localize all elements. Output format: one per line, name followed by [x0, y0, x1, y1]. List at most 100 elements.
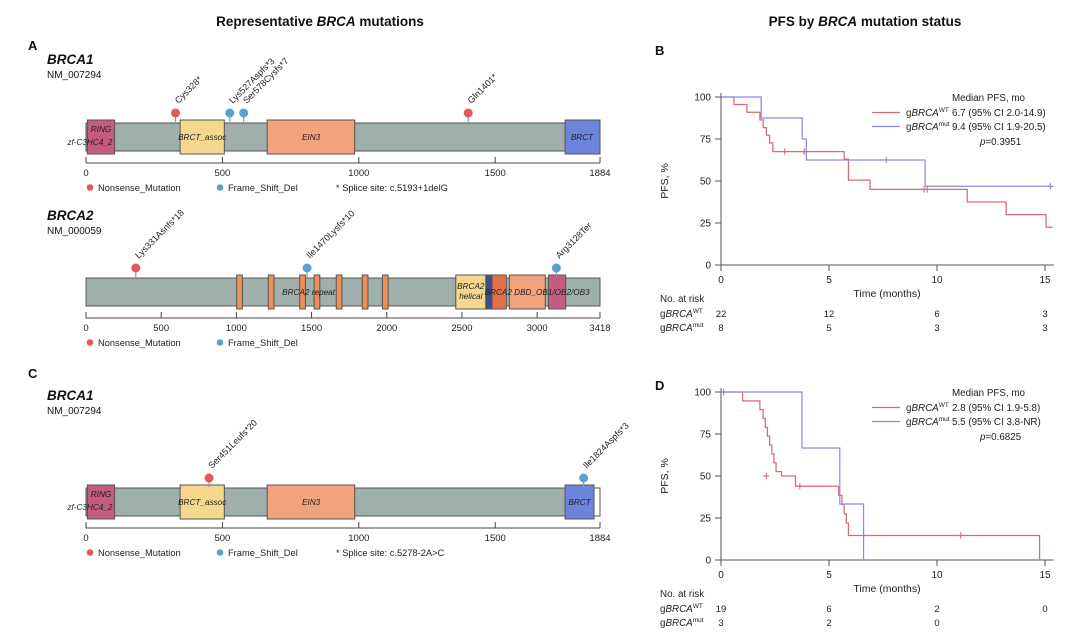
svg-text:2: 2 — [826, 618, 831, 629]
svg-text:* Splice site: c.5193+1delG: * Splice site: c.5193+1delG — [336, 183, 448, 193]
svg-text:gBRCAWT: gBRCAWT — [660, 603, 703, 615]
svg-text:1500: 1500 — [485, 168, 506, 179]
gene-header-brca1-panel-c: BRCA1 NM_007294 — [47, 388, 101, 417]
right-figure-title: PFS by BRCA mutation status — [640, 14, 1090, 29]
svg-text:22: 22 — [716, 309, 727, 320]
svg-text:2.8 (95% CI 1.9-5.8): 2.8 (95% CI 1.9-5.8) — [952, 403, 1040, 414]
svg-text:PFS, %: PFS, % — [659, 163, 671, 199]
svg-text:1000: 1000 — [226, 323, 247, 334]
km-plot-panel-b: 0 25 50 75 100 0 5 10 15 PFS, % Time (months) Media… — [659, 93, 1054, 334]
svg-text:50: 50 — [700, 472, 712, 483]
svg-text:Arg3128Ter: Arg3128Ter — [554, 220, 594, 260]
right-title-post: mutation status — [857, 14, 962, 29]
svg-text:1500: 1500 — [301, 323, 322, 334]
svg-text:5: 5 — [826, 570, 832, 581]
lollipop-plot-brca1-panel-a: RING zf-C3HC4_2 BRCT_assoc EIN3 BRCT 0 500 1000… — [66, 56, 610, 193]
svg-text:9.4 (95% CI 1.9-20.5): 9.4 (95% CI 1.9-20.5) — [952, 122, 1046, 133]
svg-text:gBRCAWT: gBRCAWT — [660, 308, 703, 320]
svg-text:0: 0 — [83, 533, 88, 544]
svg-text:No. at risk: No. at risk — [660, 294, 704, 305]
svg-text:15: 15 — [1039, 570, 1051, 581]
svg-text:5: 5 — [826, 323, 831, 334]
svg-text:PFS, %: PFS, % — [659, 458, 671, 494]
gene-name: BRCA1 — [47, 388, 94, 403]
svg-text:RING: RING — [91, 490, 112, 499]
svg-text:* Splice site: c.5278-2A>C: * Splice site: c.5278-2A>C — [336, 548, 445, 558]
svg-text:1884: 1884 — [589, 168, 610, 179]
svg-text:gBRCAWT: gBRCAWT — [906, 402, 949, 414]
svg-text:Nonsense_Mutation: Nonsense_Mutation — [98, 183, 181, 193]
panel-d-label: D — [655, 378, 665, 393]
panel-b-label: B — [655, 43, 665, 58]
left-title-pre: Representative — [216, 14, 317, 29]
svg-text:Nonsense_Mutation: Nonsense_Mutation — [98, 548, 181, 558]
svg-text:5.5 (95% CI 3.8-NR): 5.5 (95% CI 3.8-NR) — [952, 417, 1041, 428]
left-title-gene: BRCA — [316, 14, 356, 29]
svg-text:Median PFS, mo: Median PFS, mo — [952, 388, 1026, 399]
svg-text:0: 0 — [718, 275, 724, 286]
left-title-post: mutations — [355, 14, 424, 29]
svg-text:Median PFS, mo: Median PFS, mo — [952, 93, 1026, 104]
svg-text:helical: helical — [459, 292, 482, 301]
svg-text:Lys331Asnfs*18: Lys331Asnfs*18 — [133, 208, 186, 261]
right-title-pre: PFS by — [768, 14, 819, 29]
svg-text:zf-C3HC4_2: zf-C3HC4_2 — [66, 138, 112, 147]
svg-text:12: 12 — [824, 309, 835, 320]
svg-text:10: 10 — [931, 275, 943, 286]
svg-text:50: 50 — [700, 177, 712, 188]
svg-text:3: 3 — [1042, 323, 1047, 334]
gene-name: BRCA2 — [47, 208, 94, 223]
svg-text:EIN3: EIN3 — [302, 133, 321, 142]
svg-text:100: 100 — [694, 388, 711, 399]
svg-text:p=0.3951: p=0.3951 — [979, 137, 1021, 148]
svg-text:75: 75 — [700, 135, 712, 146]
svg-text:gBRCAWT: gBRCAWT — [906, 107, 949, 119]
svg-text:gBRCAmut: gBRCAmut — [660, 322, 704, 334]
svg-text:BRCT: BRCT — [571, 133, 594, 142]
svg-text:Cys328*: Cys328* — [173, 74, 204, 105]
svg-text:6.7 (95% CI 2.0-14.9): 6.7 (95% CI 2.0-14.9) — [952, 108, 1046, 119]
svg-text:6: 6 — [826, 604, 831, 615]
svg-text:3: 3 — [1042, 309, 1047, 320]
panel-c-label: C — [28, 366, 38, 381]
svg-text:1884: 1884 — [589, 533, 610, 544]
svg-text:BRCT_assoc: BRCT_assoc — [178, 133, 226, 142]
left-figure-title: Representative BRCA mutations — [0, 14, 640, 29]
svg-text:Time (months): Time (months) — [853, 583, 920, 595]
svg-text:0: 0 — [83, 168, 88, 179]
svg-text:2: 2 — [934, 604, 939, 615]
transcript-id: NM_007294 — [47, 406, 102, 417]
gene-name: BRCA1 — [47, 52, 94, 67]
svg-text:1000: 1000 — [348, 168, 369, 179]
svg-text:gBRCAmut: gBRCAmut — [906, 416, 950, 428]
svg-text:0: 0 — [705, 261, 711, 272]
svg-text:BRCA2: BRCA2 — [457, 282, 485, 291]
svg-text:3000: 3000 — [527, 323, 548, 334]
svg-text:BRCA2 DBD_OB1/OB2/OB3: BRCA2 DBD_OB1/OB2/OB3 — [485, 288, 591, 297]
svg-text:100: 100 — [694, 93, 711, 104]
svg-text:Gln1401*: Gln1401* — [466, 71, 500, 105]
svg-text:0: 0 — [83, 323, 88, 334]
panel-a-label: A — [28, 38, 38, 53]
svg-text:1000: 1000 — [348, 533, 369, 544]
transcript-id: NM_007294 — [47, 70, 102, 81]
svg-text:No. at risk: No. at risk — [660, 589, 704, 600]
svg-text:25: 25 — [700, 219, 712, 230]
svg-text:Time (months): Time (months) — [853, 288, 920, 300]
svg-text:0: 0 — [718, 570, 724, 581]
gene-header-brca1-panel-a: BRCA1 NM_007294 — [47, 52, 101, 81]
svg-text:BRCT: BRCT — [568, 498, 591, 507]
svg-text:0: 0 — [934, 618, 939, 629]
svg-text:15: 15 — [1039, 275, 1051, 286]
svg-text:2500: 2500 — [451, 323, 472, 334]
transcript-id: NM_000059 — [47, 226, 102, 237]
svg-text:Frame_Shift_Del: Frame_Shift_Del — [228, 548, 298, 558]
svg-text:0: 0 — [1042, 604, 1047, 615]
svg-text:19: 19 — [716, 604, 727, 615]
svg-text:1500: 1500 — [485, 533, 506, 544]
svg-text:BRCA2 repeat: BRCA2 repeat — [282, 288, 336, 297]
km-plot-panel-d: 0 25 50 75 100 0 5 10 15 PFS, % Time (months) Media… — [659, 388, 1054, 629]
svg-text:BRCT_assoc: BRCT_assoc — [178, 498, 226, 507]
